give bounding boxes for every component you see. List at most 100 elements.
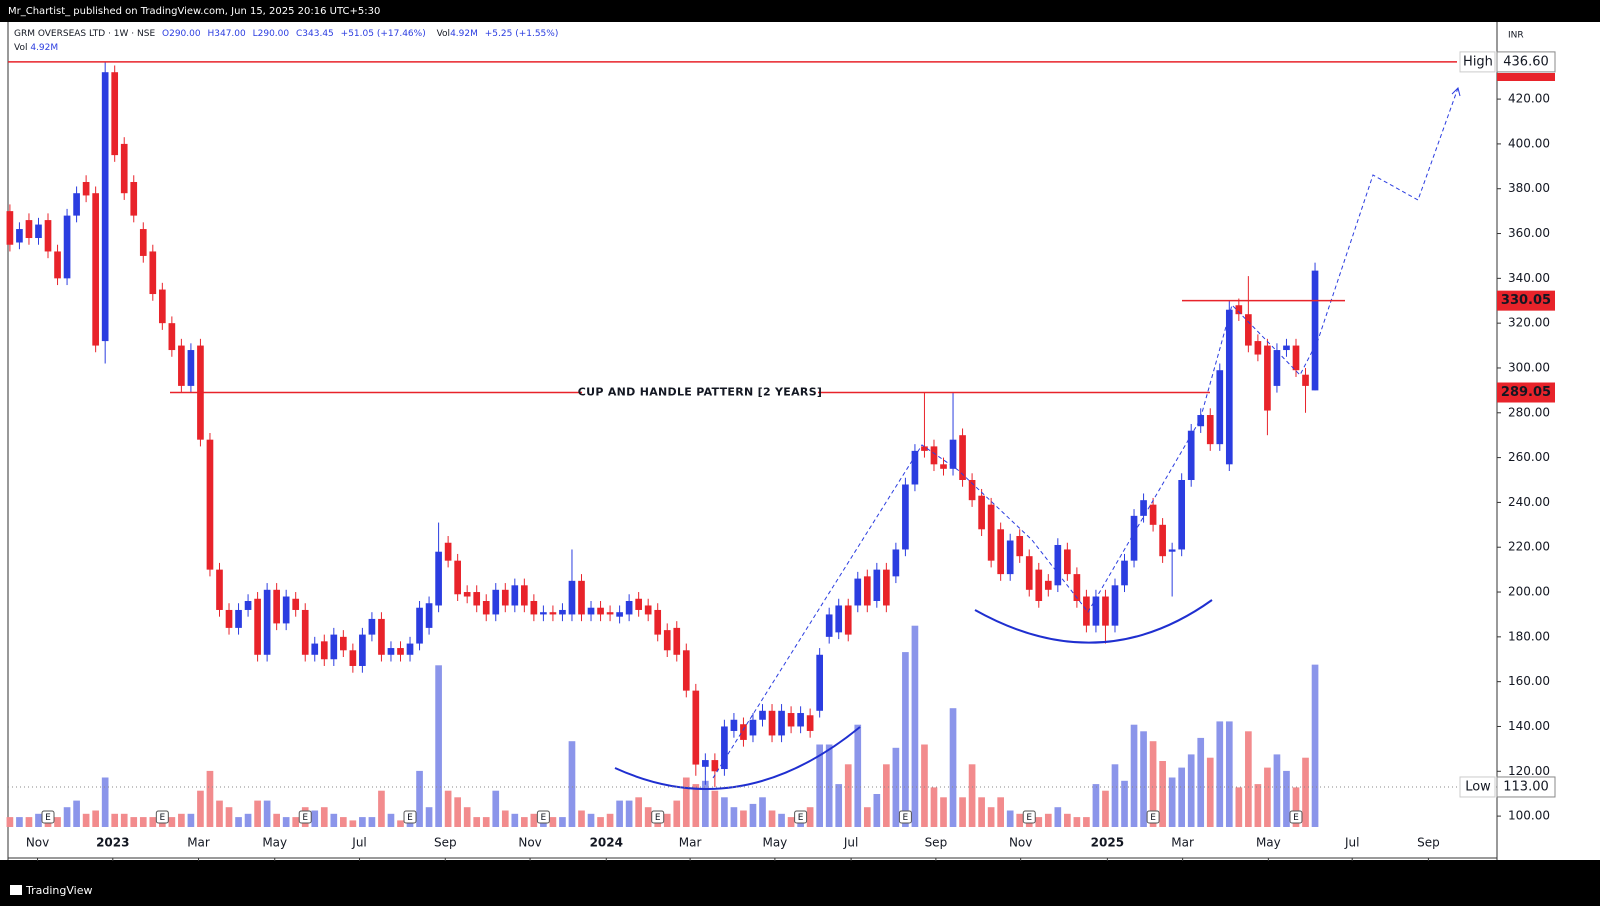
candle-body [911,450,919,485]
candle-body [692,690,700,765]
volume-bar [473,817,481,827]
candle-body [540,612,547,615]
legend-close: C343.45 [296,29,334,39]
volume-bar [987,807,995,827]
volume-bar [73,800,80,827]
candle-body [844,605,852,635]
volume-bar [997,797,1005,827]
candle-body [1197,415,1205,427]
volume-bar [854,724,862,827]
volume-bar [168,817,176,827]
candle-body [883,569,890,606]
volume-bar [902,652,909,827]
y-tick-label: 360.00 [1508,226,1550,240]
x-tick-label: Nov [26,836,49,850]
candle-body [511,585,519,606]
candle-body [416,607,423,644]
volume-bar [63,807,71,827]
volume-bar [244,813,252,827]
candle-body [1064,549,1071,575]
volume-bar [349,820,357,827]
candle-body [235,609,242,628]
y-tick-label: 240.00 [1508,495,1550,509]
volume-bar [1130,724,1138,827]
candle-body [835,605,843,633]
volume-bar [130,817,138,827]
earnings-marker [41,810,55,824]
x-tick-label: Sep [1417,836,1440,850]
candle-body [244,600,252,610]
volume-bar [111,813,119,827]
candle-body [1292,345,1300,371]
candle-body [654,609,662,635]
y-tick-label: 400.00 [1508,136,1550,150]
candle-body [435,551,442,606]
earnings-label: E [407,813,413,823]
volume-bar [282,817,290,827]
earnings-marker [898,810,912,824]
candle-body [682,650,690,691]
x-tick-label: Sep [434,836,457,850]
candle-body [1035,569,1043,601]
volume-bar [1102,790,1109,827]
candle-body [1130,515,1138,561]
candle-body [549,612,557,615]
earnings-marker [403,810,417,824]
volume-bar [787,817,795,827]
candle-body [1016,536,1024,557]
level-badge-label: 436.60 [1503,54,1549,69]
volume-bar [1311,664,1319,827]
candle-body [521,585,528,606]
x-tick-label: Sep [925,836,948,850]
volume-bar [873,794,881,827]
volume-bar [1206,757,1214,827]
candle-body [387,648,395,655]
volume-bar [768,810,776,827]
candle-body [425,603,433,628]
volume-bar [635,797,642,827]
candle-body [892,549,900,577]
volume-bar [673,800,681,827]
earnings-label: E [1026,813,1032,823]
earnings-label: E [1150,813,1156,823]
x-tick-label: 2024 [590,836,623,850]
footer-logo [10,885,22,895]
volume-bar [740,810,747,827]
candle-body [1283,345,1290,351]
earnings-marker [1289,810,1303,824]
candle-body [749,719,757,736]
volume-bar [235,817,242,827]
candle-body [673,627,681,655]
volume-bar [1140,731,1147,827]
volume-bar [1111,764,1119,827]
legend-low: L290.00 [253,29,290,39]
volume-bar [1006,810,1014,827]
candle-body [902,484,909,550]
candle-body [740,724,747,740]
candle-body [406,643,414,655]
candle-body [6,211,14,245]
candle-body [1054,544,1062,586]
volume-bar [482,817,490,827]
volume-bar [225,807,233,827]
candle-body [768,710,776,736]
pattern-note: CUP AND HANDLE PATTERN [2 YEARS] [578,386,823,399]
candle-body [187,350,195,386]
candle-body [635,598,642,610]
candle-body [606,612,614,615]
candle-body [806,715,814,731]
legend-open: O290.00 [162,29,201,39]
candle-body [111,72,119,156]
candle-body [797,713,804,727]
candle-body [778,710,785,736]
volume-bar [444,790,452,827]
y-tick-label: 280.00 [1508,405,1550,419]
candle-body [559,609,566,615]
earnings-label: E [45,813,51,823]
volume-bar [968,764,976,827]
volume-bar [835,784,843,827]
volume-bar [702,780,709,827]
y-tick-label: 160.00 [1508,674,1550,688]
x-tick-label: May [262,836,287,850]
candle-body [702,760,709,767]
